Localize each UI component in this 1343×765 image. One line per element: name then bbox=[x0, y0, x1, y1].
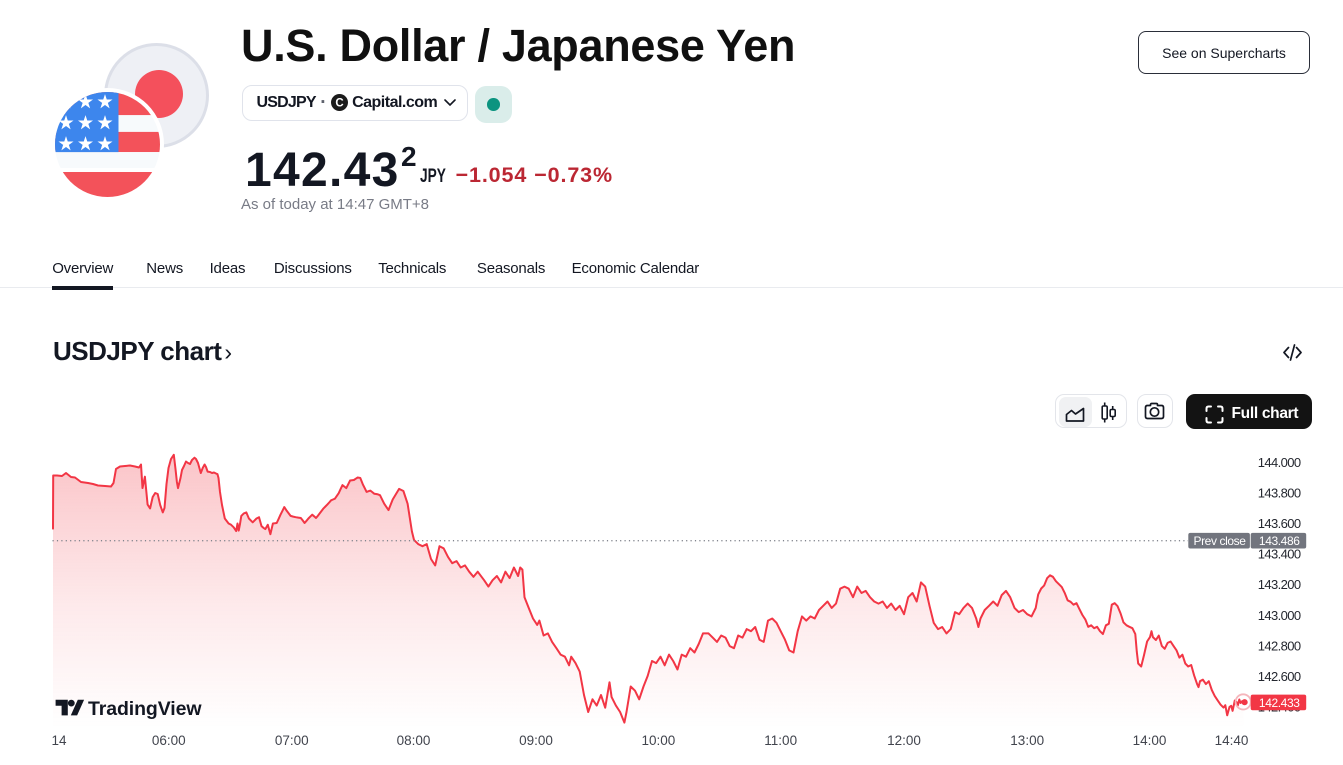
svg-text:TradingView: TradingView bbox=[88, 698, 202, 720]
svg-text:144.000: 144.000 bbox=[1258, 455, 1301, 470]
svg-text:142.600: 142.600 bbox=[1258, 669, 1301, 684]
svg-text:143.800: 143.800 bbox=[1258, 485, 1301, 500]
svg-text:08:00: 08:00 bbox=[397, 733, 431, 748]
svg-text:C: C bbox=[335, 98, 343, 110]
svg-text:14: 14 bbox=[51, 733, 67, 748]
svg-text:12:00: 12:00 bbox=[887, 733, 921, 748]
svg-text:142.433: 142.433 bbox=[1259, 696, 1300, 710]
svg-text:143.200: 143.200 bbox=[1258, 577, 1301, 592]
svg-text:06:00: 06:00 bbox=[152, 733, 186, 748]
svg-text:142.800: 142.800 bbox=[1258, 638, 1301, 653]
svg-text:14:40: 14:40 bbox=[1215, 733, 1249, 748]
svg-text:143.600: 143.600 bbox=[1258, 516, 1301, 531]
svg-text:14:00: 14:00 bbox=[1133, 733, 1167, 748]
svg-text:11:00: 11:00 bbox=[764, 733, 797, 748]
svg-text:143.400: 143.400 bbox=[1258, 547, 1301, 562]
svg-text:09:00: 09:00 bbox=[519, 733, 553, 748]
svg-text:143.486: 143.486 bbox=[1259, 534, 1300, 548]
svg-text:13:00: 13:00 bbox=[1010, 733, 1044, 748]
svg-text:Prev close: Prev close bbox=[1193, 534, 1246, 548]
svg-text:07:00: 07:00 bbox=[275, 733, 309, 748]
svg-text:10:00: 10:00 bbox=[642, 733, 676, 748]
svg-text:143.000: 143.000 bbox=[1258, 608, 1301, 623]
